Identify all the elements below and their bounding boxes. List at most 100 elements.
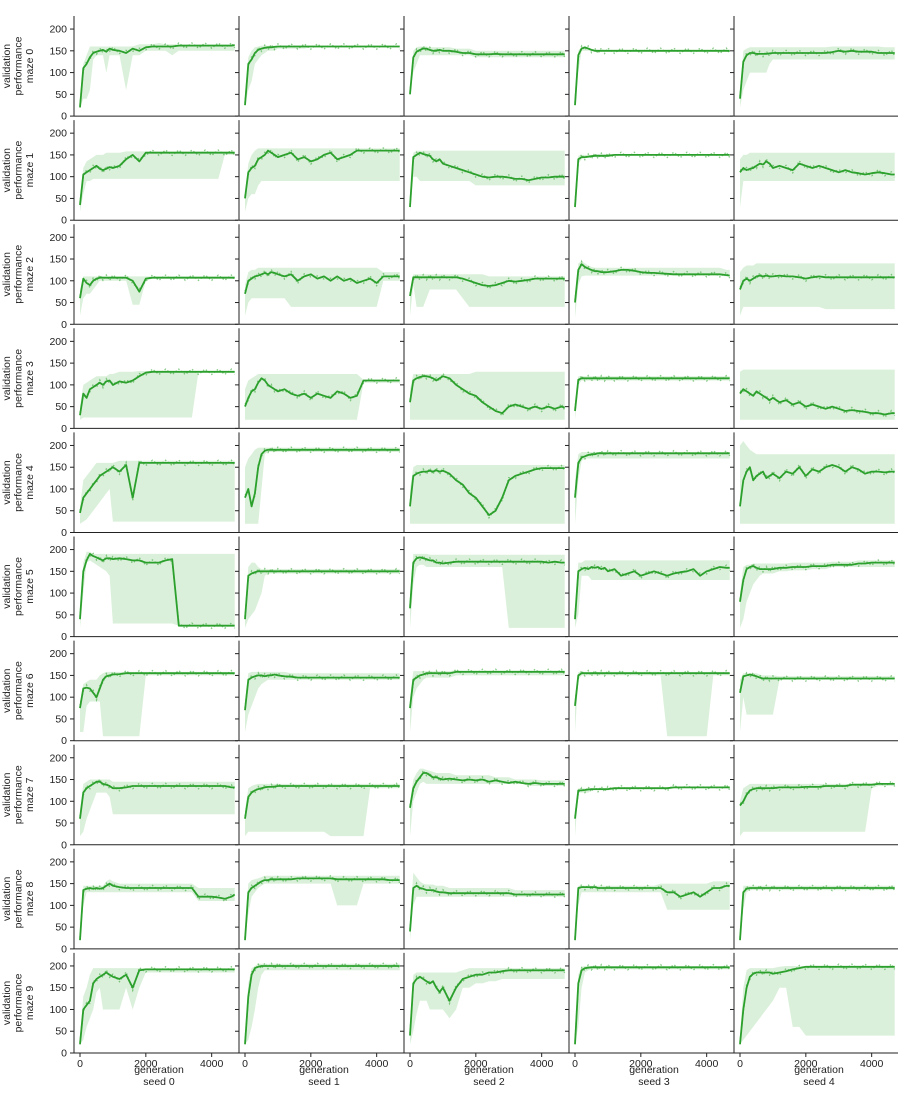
row-label-1: validation performance maze 1 <box>1 141 36 200</box>
dotted-trace <box>79 777 236 817</box>
dotted-trace <box>244 961 401 1042</box>
row-label-line: validation <box>1 981 13 1026</box>
x-tick-label: 4000 <box>860 1058 884 1070</box>
y-tick-label: 100 <box>49 379 67 391</box>
band-area <box>740 560 895 628</box>
band-area <box>245 963 400 1045</box>
y-tick-label: 50 <box>55 401 67 413</box>
mean-line <box>244 877 400 941</box>
band-area <box>80 276 235 316</box>
band-area <box>410 553 565 628</box>
panel-r0-c0: 0 50 100 150 200 <box>49 16 238 123</box>
dotted-trace <box>574 882 731 938</box>
mean-line <box>79 672 235 709</box>
column-label-1: seed 1 <box>308 1076 340 1088</box>
band-area <box>245 45 400 106</box>
mean-line <box>79 462 235 514</box>
mean-line <box>574 263 730 303</box>
row-label-line: performance <box>13 973 25 1032</box>
y-tick-label: 50 <box>55 713 67 725</box>
band-area <box>245 148 400 212</box>
column-label-4: seed 4 <box>803 1076 835 1088</box>
y-tick-label: 50 <box>55 297 67 309</box>
y-tick-label: 100 <box>49 275 67 287</box>
y-tick-label: 100 <box>49 483 67 495</box>
row-label-line: performance <box>13 869 25 928</box>
y-tick-label: 50 <box>55 89 67 101</box>
y-tick-label: 200 <box>49 960 67 972</box>
panel-r4-c3 <box>565 432 733 533</box>
band-area <box>575 560 730 628</box>
mean-line <box>409 276 565 297</box>
mean-line <box>409 47 565 95</box>
row-label-line: validation <box>1 772 13 817</box>
band-area <box>245 267 400 316</box>
mean-line <box>79 968 235 1045</box>
panel-r4-c1 <box>235 432 403 533</box>
band-area <box>410 465 565 524</box>
band-area <box>410 670 565 732</box>
band-area <box>410 46 565 95</box>
mean-line <box>244 377 400 407</box>
panel-r3-c3 <box>565 328 733 429</box>
row-label-line: validation <box>1 564 13 609</box>
panel-r5-c2 <box>400 536 568 638</box>
x-tick-label: 4000 <box>695 1058 719 1070</box>
y-tick-label: 150 <box>49 878 67 890</box>
y-tick-label: 50 <box>55 609 67 621</box>
y-tick-label: 50 <box>55 193 67 205</box>
row-label-line: validation <box>1 252 13 297</box>
panel-r5-c3 <box>565 536 733 638</box>
y-tick-label: 0 <box>61 735 67 747</box>
row-label-line: performance <box>13 245 25 304</box>
panel-r4-c4 <box>730 432 898 533</box>
y-tick-label: 150 <box>49 462 67 474</box>
panel-r2-c2 <box>400 224 568 325</box>
panel-r6-c3 <box>565 640 733 742</box>
dotted-trace <box>574 259 731 300</box>
band-area <box>575 671 730 737</box>
row-label-line: performance <box>13 765 25 824</box>
y-tick-label: 150 <box>49 670 67 682</box>
panel-r6-c4 <box>730 640 898 742</box>
mean-line <box>574 966 730 1045</box>
panel-r1-c1 <box>235 120 403 221</box>
mean-line <box>409 884 565 932</box>
mean-line <box>739 388 895 416</box>
y-tick-label: 0 <box>61 839 67 851</box>
y-tick-label: 200 <box>49 752 67 764</box>
mean-line <box>244 271 400 295</box>
x-tick-label: 4000 <box>530 1058 554 1070</box>
mean-line <box>244 673 400 711</box>
y-tick-label: 200 <box>49 336 67 348</box>
y-tick-label: 150 <box>49 774 67 786</box>
y-tick-label: 200 <box>49 440 67 452</box>
x-tick-label: 0 <box>572 1058 578 1070</box>
y-tick-label: 100 <box>49 588 67 600</box>
band-area <box>410 274 565 316</box>
x-axis-label: generation <box>794 1064 844 1076</box>
mean-line <box>244 965 400 1045</box>
dotted-trace <box>79 149 236 203</box>
band-area <box>80 43 235 108</box>
dotted-trace <box>739 884 896 938</box>
panel-r0-c2 <box>400 16 568 117</box>
row-label-line: performance <box>13 661 25 720</box>
y-tick-label: 200 <box>49 856 67 868</box>
row-label-line: performance <box>13 36 25 95</box>
panel-r6-c1 <box>235 640 403 742</box>
y-tick-label: 0 <box>61 943 67 955</box>
dotted-trace <box>739 463 896 504</box>
x-tick-label: 0 <box>77 1058 83 1070</box>
mean-line <box>79 44 235 108</box>
row-label-line: validation <box>1 44 13 89</box>
y-tick-label: 50 <box>55 1026 67 1038</box>
y-tick-label: 100 <box>49 900 67 912</box>
row-label-2: validation performance maze 2 <box>1 245 36 304</box>
panel-r2-c4 <box>730 224 898 325</box>
y-tick-label: 200 <box>49 232 67 244</box>
band-area <box>740 263 895 316</box>
row-label-5: validation performance maze 5 <box>1 557 36 616</box>
y-tick-label: 0 <box>61 527 67 539</box>
